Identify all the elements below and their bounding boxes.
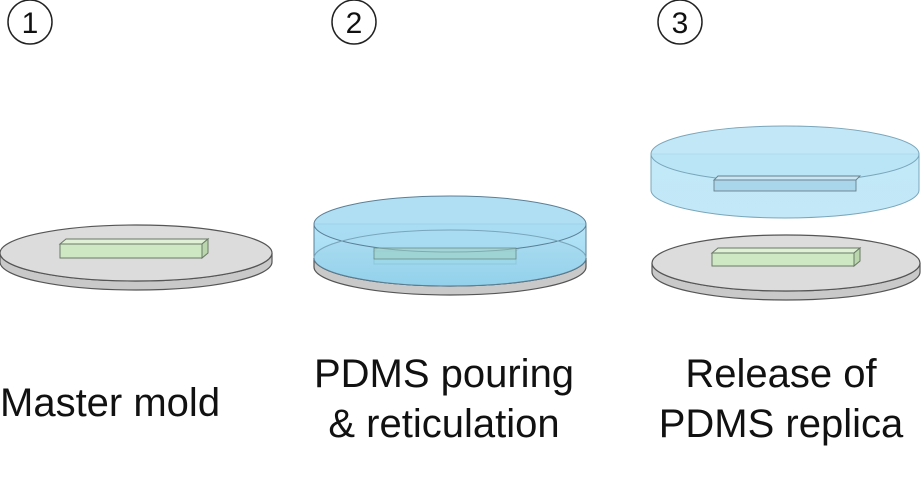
replica-channel-top xyxy=(712,175,862,181)
step-3-caption: Release of PDMS replica xyxy=(643,349,919,449)
step-2-number: 2 xyxy=(346,7,363,40)
step-2-caption-line-1: PDMS pouring xyxy=(313,352,575,396)
mold-3-front xyxy=(711,252,855,267)
step-1-caption-line-1: Master mold xyxy=(0,381,221,425)
mold-1-top xyxy=(58,238,210,245)
step-3-number: 3 xyxy=(672,7,689,40)
pdms-3-top xyxy=(650,125,920,183)
step-2-caption: PDMS pouring & reticulation xyxy=(300,349,588,449)
replica-channel xyxy=(713,179,857,192)
step-3-caption-line-2: PDMS replica xyxy=(658,402,904,446)
pdms-2-bottom-rim xyxy=(313,229,587,259)
step-1-number: 1 xyxy=(22,7,39,40)
mold-1-front xyxy=(59,243,203,259)
pdms-2-top xyxy=(313,195,587,253)
step-3-release xyxy=(650,125,921,301)
step-1-master-mold xyxy=(0,224,273,291)
step-3-caption-line-1: Release of xyxy=(685,352,877,396)
step-2-number-badge: 2 xyxy=(331,0,377,45)
step-1-number-badge: 1 xyxy=(7,0,53,45)
mold-3-top xyxy=(710,247,862,254)
step-3-number-badge: 3 xyxy=(657,0,703,45)
step-2-caption-line-2: & reticulation xyxy=(328,402,560,446)
step-2-pdms-pouring xyxy=(313,195,587,296)
step-1-caption: Master mold xyxy=(0,378,220,428)
